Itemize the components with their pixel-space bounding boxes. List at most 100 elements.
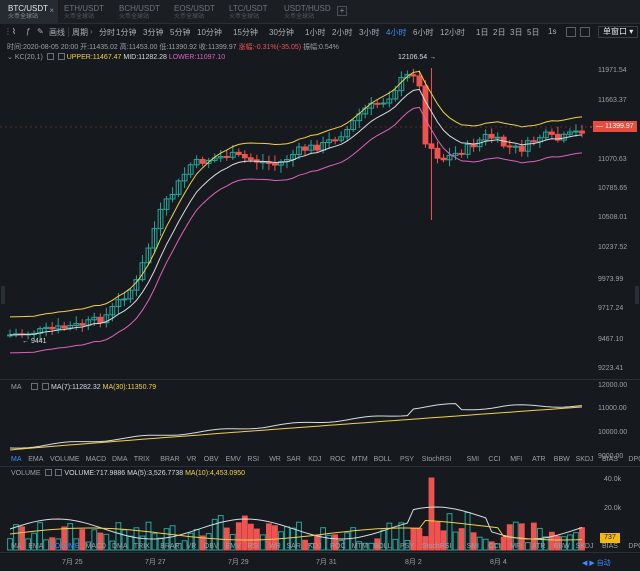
period-0[interactable]: 分时 bbox=[99, 28, 115, 37]
settings-icon[interactable] bbox=[566, 27, 576, 37]
indicator-tab-mfi[interactable]: MFI bbox=[510, 543, 523, 550]
indicator-tab-vr[interactable]: VR bbox=[186, 456, 197, 463]
tab-bch-usdt[interactable]: BCH/USDT 火币全球站 bbox=[111, 0, 167, 24]
period-3[interactable]: 5分钟 bbox=[170, 28, 191, 37]
tab-usdt-husd[interactable]: USDT/HUSD 火币全球站 bbox=[276, 0, 334, 24]
left-scroll-handle[interactable] bbox=[1, 286, 5, 304]
indicator-icon[interactable]: ƒ bbox=[26, 27, 31, 36]
indicator-tab-mfi[interactable]: MFI bbox=[510, 456, 523, 463]
volume-settings-icon[interactable] bbox=[44, 469, 52, 476]
ma-close-icon[interactable] bbox=[42, 383, 50, 390]
add-tab-button[interactable]: + bbox=[337, 6, 347, 16]
period-16[interactable]: 5日 bbox=[527, 28, 540, 37]
period-2[interactable]: 3分钟 bbox=[143, 28, 164, 37]
indicator-tab-kdj[interactable]: KDJ bbox=[308, 543, 322, 550]
indicator-tab-boll[interactable]: BOLL bbox=[373, 456, 392, 463]
window-select[interactable]: 单窗口 ▾ bbox=[598, 26, 638, 38]
grip-icon[interactable]: ⋮ bbox=[4, 27, 12, 36]
indicator-tab-obv[interactable]: OBV bbox=[203, 543, 219, 550]
indicator-tab-rsi[interactable]: RSI bbox=[247, 456, 260, 463]
period-9[interactable]: 3小时 bbox=[359, 28, 380, 37]
indicator-tab-macd[interactable]: MACD bbox=[85, 543, 107, 550]
indicator-tab-ma[interactable]: MA bbox=[11, 543, 22, 550]
indicator-tab-mtm[interactable]: MTM bbox=[351, 543, 368, 550]
indicator-tab-vr[interactable]: VR bbox=[186, 543, 197, 550]
tab-eth-usdt[interactable]: ETH/USDT 火币全球站 bbox=[56, 0, 112, 24]
indicator-tab-ema[interactable]: EMA bbox=[28, 543, 44, 550]
period-1[interactable]: 1分钟 bbox=[116, 28, 137, 37]
draw-button[interactable]: 画线 bbox=[49, 28, 65, 37]
indicator-tab-brar[interactable]: BRAR bbox=[160, 543, 180, 550]
indicator-tab-volume[interactable]: VOLUME bbox=[50, 456, 80, 463]
indicator-tab-dma[interactable]: DMA bbox=[112, 456, 128, 463]
tab-ltc-usdt[interactable]: LTC/USDT 火币全球站 bbox=[221, 0, 277, 24]
right-scroll-handle[interactable] bbox=[635, 286, 639, 304]
indicator-tab-ma[interactable]: MA bbox=[11, 456, 22, 463]
period-10[interactable]: 4小时 bbox=[386, 28, 407, 37]
period-11[interactable]: 6小时 bbox=[413, 28, 434, 37]
collapse-icon[interactable]: ⌄ bbox=[7, 54, 13, 61]
indicator-tab-trix[interactable]: TRIX bbox=[133, 543, 150, 550]
indicator-tab-roc[interactable]: ROC bbox=[330, 456, 346, 463]
tab-eos-usdt[interactable]: EOS/USDT 火币全球站 bbox=[166, 0, 222, 24]
indicator-tab-bias[interactable]: BIAS bbox=[602, 456, 618, 463]
indicator-tab-psy[interactable]: PSY bbox=[400, 456, 415, 463]
indicator-tab-cci[interactable]: CCI bbox=[488, 456, 501, 463]
indicator-tab-dpo[interactable]: DPO bbox=[628, 543, 640, 550]
period-6[interactable]: 30分钟 bbox=[269, 28, 294, 37]
indicator-tab-boll[interactable]: BOLL bbox=[373, 543, 392, 550]
kc-settings-icon[interactable] bbox=[46, 53, 54, 60]
chart-type-icon[interactable]: ⌇ bbox=[12, 27, 16, 36]
indicator-tab-obv[interactable]: OBV bbox=[203, 456, 219, 463]
indicator-tab-emv[interactable]: EMV bbox=[225, 456, 241, 463]
indicator-tab-bias[interactable]: BIAS bbox=[602, 543, 618, 550]
period-4[interactable]: 10分钟 bbox=[197, 28, 222, 37]
period-12[interactable]: 12小时 bbox=[440, 28, 465, 37]
volume-close-icon[interactable] bbox=[55, 469, 63, 476]
indicator-tab-trix[interactable]: TRIX bbox=[133, 456, 150, 463]
period-14[interactable]: 2日 bbox=[493, 28, 506, 37]
indicator-tab-cci[interactable]: CCI bbox=[488, 543, 501, 550]
indicator-tab-bbw[interactable]: BBW bbox=[553, 456, 570, 463]
period-15[interactable]: 3日 bbox=[510, 28, 523, 37]
indicator-tab-dpo[interactable]: DPO bbox=[628, 456, 640, 463]
indicator-tab-smi[interactable]: SMI bbox=[466, 543, 480, 550]
indicator-tab-smi[interactable]: SMI bbox=[466, 456, 480, 463]
zoom-controls[interactable]: ◀ ▶ 自动 bbox=[582, 560, 611, 567]
period-7[interactable]: 1小时 bbox=[305, 28, 326, 37]
indicator-tab-roc[interactable]: ROC bbox=[330, 543, 346, 550]
indicator-tab-kdj[interactable]: KDJ bbox=[308, 456, 322, 463]
indicator-tab-volume[interactable]: VOLUME bbox=[50, 543, 80, 550]
indicator-tab-atr[interactable]: ATR bbox=[532, 456, 546, 463]
period-13[interactable]: 1日 bbox=[476, 28, 489, 37]
indicator-tab-rsi[interactable]: RSI bbox=[247, 543, 260, 550]
indicator-tab-skdj[interactable]: SKDJ bbox=[575, 456, 594, 463]
fullscreen-icon[interactable] bbox=[580, 27, 590, 37]
period-8[interactable]: 2小时 bbox=[332, 28, 353, 37]
indicator-tab-bbw[interactable]: BBW bbox=[553, 543, 570, 550]
indicator-tab-atr[interactable]: ATR bbox=[532, 543, 546, 550]
period-5[interactable]: 15分钟 bbox=[233, 28, 258, 37]
close-icon[interactable]: × bbox=[49, 6, 54, 15]
pen-icon[interactable]: ✎ bbox=[37, 27, 44, 36]
indicator-tab-brar[interactable]: BRAR bbox=[160, 456, 180, 463]
indicator-tab-dma[interactable]: DMA bbox=[112, 543, 128, 550]
kc-close-icon[interactable] bbox=[57, 53, 65, 60]
indicator-tab-skdj[interactable]: SKDJ bbox=[575, 543, 594, 550]
indicator-tab-sar[interactable]: SAR bbox=[286, 543, 301, 550]
indicator-tab-wr[interactable]: WR bbox=[269, 456, 281, 463]
indicator-tab-stochrsi[interactable]: StochRSI bbox=[421, 543, 452, 550]
indicator-tab-wr[interactable]: WR bbox=[269, 543, 281, 550]
indicator-tab-stochrsi[interactable]: StochRSI bbox=[421, 456, 452, 463]
tab-btc-usdt[interactable]: BTC/USDT 火币全球站 × bbox=[0, 0, 58, 24]
indicator-tab-macd[interactable]: MACD bbox=[85, 456, 107, 463]
volume-bar bbox=[13, 524, 19, 551]
ma-settings-icon[interactable] bbox=[31, 383, 39, 390]
indicator-tab-psy[interactable]: PSY bbox=[400, 543, 415, 550]
indicator-tab-emv[interactable]: EMV bbox=[225, 543, 241, 550]
interval-1s-button[interactable]: 1s bbox=[548, 27, 557, 36]
indicator-tab-mtm[interactable]: MTM bbox=[351, 456, 368, 463]
indicator-tab-ema[interactable]: EMA bbox=[28, 456, 44, 463]
indicator-tab-sar[interactable]: SAR bbox=[286, 456, 301, 463]
